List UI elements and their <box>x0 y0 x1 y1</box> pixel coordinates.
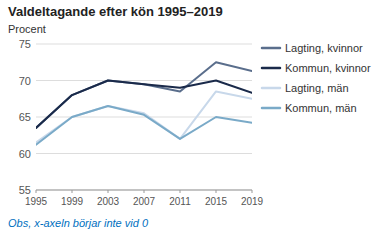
grid-line <box>36 44 252 45</box>
x-tick <box>108 190 109 193</box>
lines <box>36 62 252 144</box>
legend-label: Kommun, män <box>285 102 357 114</box>
legend-label: Kommun, kvinnor <box>285 62 371 74</box>
legend-swatch <box>262 67 280 70</box>
x-tick-label: 2015 <box>205 196 228 207</box>
legend: Lagting, kvinnor Kommun, kvinnor Lagting, … <box>262 42 371 114</box>
y-tick-label: 75 <box>19 38 31 50</box>
grid <box>36 44 252 190</box>
y-tick-label: 70 <box>19 75 31 87</box>
y-label: Procent <box>8 23 46 35</box>
series-line <box>36 106 252 145</box>
x-tick <box>180 190 181 193</box>
y-tick-label: 65 <box>19 111 31 123</box>
x-tick-label: 2019 <box>241 196 264 207</box>
legend-swatch <box>262 107 280 110</box>
x-tick-label: 2011 <box>169 196 191 207</box>
legend-swatch <box>262 47 280 50</box>
x-tick-label: 2003 <box>97 196 120 207</box>
grid-line <box>36 153 252 154</box>
x-tick-label: 1999 <box>61 196 84 207</box>
x-tick <box>36 190 37 193</box>
x-tick <box>144 190 145 193</box>
legend-label: Lagting, män <box>285 82 349 94</box>
x-tick <box>216 190 217 193</box>
x-tick-label: 1995 <box>25 196 48 207</box>
x-tick-label: 2007 <box>133 196 156 207</box>
y-tick-label: 60 <box>19 148 31 160</box>
chart: Valdeltagande efter kön 1995–2019 Procent… <box>0 0 386 235</box>
title: Valdeltagande efter kön 1995–2019 <box>8 4 223 19</box>
x-tick <box>252 190 253 193</box>
footnote: Obs, x-axeln börjar inte vid 0 <box>8 217 149 229</box>
x-tick <box>72 190 73 193</box>
legend-label: Lagting, kvinnor <box>285 42 363 54</box>
legend-swatch <box>262 87 280 90</box>
y-tick-label: 55 <box>19 184 31 196</box>
